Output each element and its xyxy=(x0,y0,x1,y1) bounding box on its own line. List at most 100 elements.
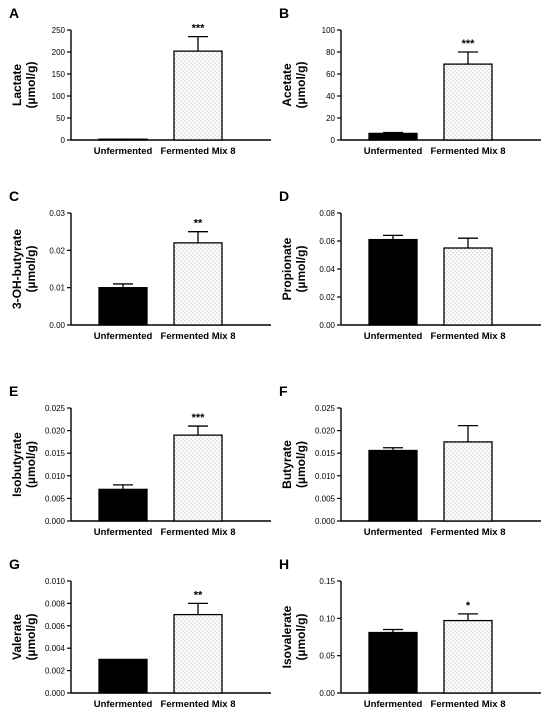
y-axis-label: Isobutyrate(µmol/g) xyxy=(10,432,38,497)
y-axis-label: Valerate(µmol/g) xyxy=(10,614,38,661)
x-category-label: Fermented Mix 8 xyxy=(161,527,236,538)
y-tick-label: 0.15 xyxy=(319,577,335,586)
y-tick-label: 0.00 xyxy=(319,321,335,330)
y-tick-label: 0.020 xyxy=(315,427,336,436)
y-tick-label: 0.008 xyxy=(45,599,66,608)
y-axis-label: Lactate(µmol/g) xyxy=(10,62,38,109)
significance-label: *** xyxy=(462,38,476,50)
bar-unfermented xyxy=(368,449,418,522)
bar-fermented xyxy=(443,247,493,326)
y-axis-label-line: (µmol/g) xyxy=(294,62,308,109)
y-tick-label: 0.005 xyxy=(45,494,66,503)
panel-letter: H xyxy=(279,556,289,572)
y-tick-label: 0.010 xyxy=(315,472,336,481)
x-category-label: Fermented Mix 8 xyxy=(431,527,506,538)
y-axis-label-line: Propionate xyxy=(280,237,294,300)
y-tick-label: 0 xyxy=(61,136,66,145)
y-axis-label-line: 3-OH-butyrate xyxy=(10,229,24,309)
x-category-label: Fermented Mix 8 xyxy=(431,331,506,342)
y-tick-label: 0.002 xyxy=(45,667,66,676)
bar-fermented xyxy=(443,441,493,522)
y-axis-label: Acetate(µmol/g) xyxy=(280,62,308,109)
x-category-label: Fermented Mix 8 xyxy=(431,146,506,157)
y-tick-label: 0.02 xyxy=(319,293,335,302)
x-category-label: Unfermented xyxy=(364,699,423,710)
bar-unfermented xyxy=(98,488,148,522)
y-axis-label-line: (µmol/g) xyxy=(294,441,308,488)
panel-letter: C xyxy=(9,188,19,204)
y-tick-label: 80 xyxy=(326,48,335,57)
y-tick-label: 0.010 xyxy=(45,472,66,481)
y-axis-label-line: Isovalerate xyxy=(280,605,294,668)
y-tick-label: 0.01 xyxy=(49,284,65,293)
significance-label: ** xyxy=(194,218,203,230)
y-tick-label: 0.03 xyxy=(49,209,65,218)
x-category-label: Fermented Mix 8 xyxy=(161,146,236,157)
panel-a: A Lactate(µmol/g) 0 50 100 150 200 250 Unferment… xyxy=(9,5,271,157)
y-axis-label-line: (µmol/g) xyxy=(24,246,38,293)
y-axis-label-line: (µmol/g) xyxy=(294,246,308,293)
bar-fermented xyxy=(443,63,493,141)
bar-fermented xyxy=(173,242,223,326)
x-category-label: Fermented Mix 8 xyxy=(431,699,506,710)
y-tick-label: 0.015 xyxy=(315,449,336,458)
y-axis-label-line: Isobutyrate xyxy=(10,432,24,497)
y-tick-label: 0.06 xyxy=(319,237,335,246)
y-axis-label-line: Acetate xyxy=(280,63,294,107)
y-tick-label: 60 xyxy=(326,70,335,79)
y-tick-label: 0.000 xyxy=(45,517,66,526)
y-tick-label: 150 xyxy=(52,70,66,79)
y-axis-label: Butyrate(µmol/g) xyxy=(280,440,308,489)
x-category-label: Unfermented xyxy=(364,331,423,342)
y-tick-label: 0.10 xyxy=(319,614,335,623)
y-tick-label: 0.04 xyxy=(319,265,335,274)
y-axis-label-line: Valerate xyxy=(10,614,24,660)
y-tick-label: 0.004 xyxy=(45,644,66,653)
y-tick-label: 0.015 xyxy=(45,449,66,458)
panel-letter: F xyxy=(279,383,288,399)
x-category-label: Unfermented xyxy=(94,331,153,342)
y-tick-label: 0.08 xyxy=(319,209,335,218)
y-tick-label: 0.00 xyxy=(319,689,335,698)
y-tick-label: 0.020 xyxy=(45,427,66,436)
y-tick-label: 100 xyxy=(52,92,66,101)
x-category-label: Unfermented xyxy=(94,699,153,710)
bar-unfermented xyxy=(98,658,148,694)
y-axis-label: Propionate(µmol/g) xyxy=(280,237,308,300)
x-category-label: Unfermented xyxy=(364,527,423,538)
y-tick-label: 0.025 xyxy=(45,404,66,413)
significance-label: ** xyxy=(194,589,203,601)
bar-unfermented xyxy=(98,287,148,326)
y-tick-label: 0.00 xyxy=(49,321,65,330)
y-tick-label: 200 xyxy=(52,48,66,57)
panel-letter: D xyxy=(279,188,289,204)
panel-e: E Isobutyrate(µmol/g) 0.000 0.005 0.010 0.015… xyxy=(9,383,271,538)
y-tick-label: 20 xyxy=(326,114,335,123)
y-tick-label: 50 xyxy=(56,114,65,123)
panel-b: B Acetate(µmol/g) 0 20 40 60 80 100 Unfermented F… xyxy=(279,5,541,157)
x-category-label: Unfermented xyxy=(94,527,153,538)
y-tick-label: 0.006 xyxy=(45,622,66,631)
y-tick-label: 0.02 xyxy=(49,246,65,255)
panel-f: F Butyrate(µmol/g) 0.000 0.005 0.010 0.015 0.0… xyxy=(279,383,541,538)
y-tick-label: 0.010 xyxy=(45,577,66,586)
significance-label: * xyxy=(466,600,471,612)
bar-unfermented xyxy=(368,631,418,694)
x-category-label: Fermented Mix 8 xyxy=(161,699,236,710)
y-axis-label-line: (µmol/g) xyxy=(24,441,38,488)
bar-fermented xyxy=(173,50,223,141)
significance-label: *** xyxy=(192,23,206,35)
y-tick-label: 0 xyxy=(331,136,336,145)
y-tick-label: 0.005 xyxy=(315,494,336,503)
y-tick-label: 0.05 xyxy=(319,652,335,661)
panel-g: G Valerate(µmol/g) 0.000 0.002 0.004 0.006 0.0… xyxy=(9,556,271,710)
bar-unfermented xyxy=(368,132,418,141)
y-tick-label: 100 xyxy=(322,26,336,35)
y-axis-label: 3-OH-butyrate(µmol/g) xyxy=(10,229,38,309)
x-category-label: Fermented Mix 8 xyxy=(161,331,236,342)
bar-fermented xyxy=(173,613,223,694)
significance-label: *** xyxy=(192,412,206,424)
y-tick-label: 0.025 xyxy=(315,404,336,413)
bar-unfermented xyxy=(368,238,418,326)
bar-fermented xyxy=(173,434,223,522)
